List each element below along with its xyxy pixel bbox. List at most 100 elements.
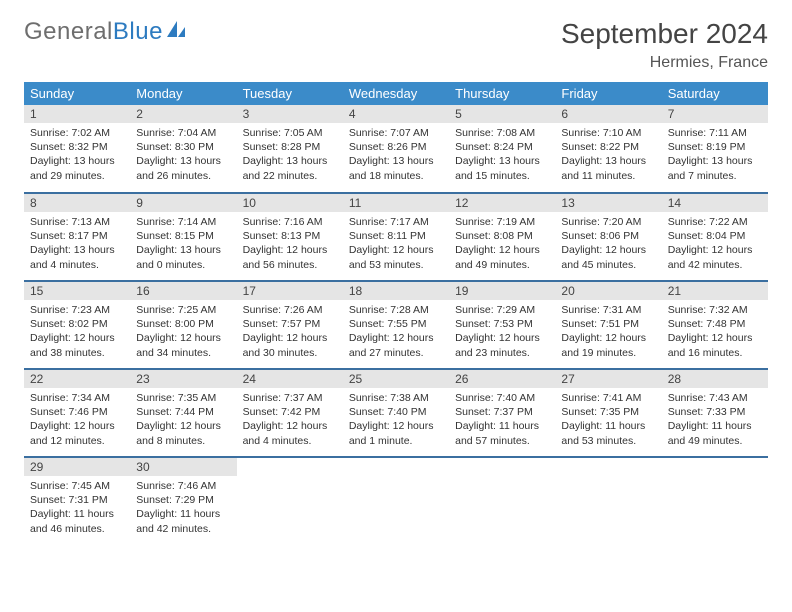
day-number: 22 xyxy=(24,370,130,388)
sunset-line: Sunset: 8:30 PM xyxy=(136,140,230,154)
sunset-line: Sunset: 7:37 PM xyxy=(455,405,549,419)
sunset-line: Sunset: 7:40 PM xyxy=(349,405,443,419)
day-details: Sunrise: 7:10 AMSunset: 8:22 PMDaylight:… xyxy=(555,123,661,187)
calendar-table: SundayMondayTuesdayWednesdayThursdayFrid… xyxy=(24,82,768,545)
daylight-line: Daylight: 12 hours and 27 minutes. xyxy=(349,331,443,359)
sail-icon xyxy=(165,19,187,39)
daylight-line: Daylight: 13 hours and 11 minutes. xyxy=(561,154,655,182)
day-number: 7 xyxy=(662,105,768,123)
sunrise-line: Sunrise: 7:20 AM xyxy=(561,215,655,229)
daylight-line: Daylight: 12 hours and 38 minutes. xyxy=(30,331,124,359)
day-number: 23 xyxy=(130,370,236,388)
sunrise-line: Sunrise: 7:43 AM xyxy=(668,391,762,405)
weekday-header: Tuesday xyxy=(237,82,343,105)
sunrise-line: Sunrise: 7:10 AM xyxy=(561,126,655,140)
daylight-line: Daylight: 12 hours and 34 minutes. xyxy=(136,331,230,359)
sunrise-line: Sunrise: 7:31 AM xyxy=(561,303,655,317)
daylight-line: Daylight: 12 hours and 49 minutes. xyxy=(455,243,549,271)
day-number: 28 xyxy=(662,370,768,388)
calendar-cell: 28Sunrise: 7:43 AMSunset: 7:33 PMDayligh… xyxy=(662,369,768,457)
weekday-header: Sunday xyxy=(24,82,130,105)
daylight-line: Daylight: 12 hours and 4 minutes. xyxy=(243,419,337,447)
calendar-cell: 21Sunrise: 7:32 AMSunset: 7:48 PMDayligh… xyxy=(662,281,768,369)
daylight-line: Daylight: 11 hours and 53 minutes. xyxy=(561,419,655,447)
sunset-line: Sunset: 8:22 PM xyxy=(561,140,655,154)
day-number: 20 xyxy=(555,282,661,300)
daylight-line: Daylight: 11 hours and 57 minutes. xyxy=(455,419,549,447)
day-details: Sunrise: 7:31 AMSunset: 7:51 PMDaylight:… xyxy=(555,300,661,364)
calendar-cell xyxy=(343,457,449,545)
sunrise-line: Sunrise: 7:11 AM xyxy=(668,126,762,140)
sunset-line: Sunset: 8:15 PM xyxy=(136,229,230,243)
sunrise-line: Sunrise: 7:13 AM xyxy=(30,215,124,229)
day-details: Sunrise: 7:07 AMSunset: 8:26 PMDaylight:… xyxy=(343,123,449,187)
calendar-cell: 3Sunrise: 7:05 AMSunset: 8:28 PMDaylight… xyxy=(237,105,343,193)
daylight-line: Daylight: 13 hours and 4 minutes. xyxy=(30,243,124,271)
day-details: Sunrise: 7:46 AMSunset: 7:29 PMDaylight:… xyxy=(130,476,236,540)
day-number: 26 xyxy=(449,370,555,388)
calendar-cell: 1Sunrise: 7:02 AMSunset: 8:32 PMDaylight… xyxy=(24,105,130,193)
calendar-cell: 12Sunrise: 7:19 AMSunset: 8:08 PMDayligh… xyxy=(449,193,555,281)
daylight-line: Daylight: 12 hours and 1 minute. xyxy=(349,419,443,447)
daylight-line: Daylight: 11 hours and 49 minutes. xyxy=(668,419,762,447)
sunset-line: Sunset: 8:08 PM xyxy=(455,229,549,243)
sunset-line: Sunset: 8:06 PM xyxy=(561,229,655,243)
weekday-header: Wednesday xyxy=(343,82,449,105)
sunset-line: Sunset: 8:24 PM xyxy=(455,140,549,154)
daylight-line: Daylight: 12 hours and 45 minutes. xyxy=(561,243,655,271)
day-number: 9 xyxy=(130,194,236,212)
calendar-cell: 15Sunrise: 7:23 AMSunset: 8:02 PMDayligh… xyxy=(24,281,130,369)
day-details: Sunrise: 7:32 AMSunset: 7:48 PMDaylight:… xyxy=(662,300,768,364)
day-details: Sunrise: 7:22 AMSunset: 8:04 PMDaylight:… xyxy=(662,212,768,276)
day-number: 17 xyxy=(237,282,343,300)
calendar-cell: 18Sunrise: 7:28 AMSunset: 7:55 PMDayligh… xyxy=(343,281,449,369)
sunset-line: Sunset: 7:53 PM xyxy=(455,317,549,331)
sunset-line: Sunset: 7:42 PM xyxy=(243,405,337,419)
brand-part2: Blue xyxy=(113,18,163,46)
calendar-cell: 4Sunrise: 7:07 AMSunset: 8:26 PMDaylight… xyxy=(343,105,449,193)
calendar-cell: 13Sunrise: 7:20 AMSunset: 8:06 PMDayligh… xyxy=(555,193,661,281)
sunset-line: Sunset: 7:57 PM xyxy=(243,317,337,331)
sunset-line: Sunset: 7:31 PM xyxy=(30,493,124,507)
sunrise-line: Sunrise: 7:19 AM xyxy=(455,215,549,229)
calendar-cell: 11Sunrise: 7:17 AMSunset: 8:11 PMDayligh… xyxy=(343,193,449,281)
calendar-cell: 29Sunrise: 7:45 AMSunset: 7:31 PMDayligh… xyxy=(24,457,130,545)
sunrise-line: Sunrise: 7:37 AM xyxy=(243,391,337,405)
daylight-line: Daylight: 12 hours and 12 minutes. xyxy=(30,419,124,447)
daylight-line: Daylight: 12 hours and 16 minutes. xyxy=(668,331,762,359)
calendar-cell: 23Sunrise: 7:35 AMSunset: 7:44 PMDayligh… xyxy=(130,369,236,457)
day-details: Sunrise: 7:26 AMSunset: 7:57 PMDaylight:… xyxy=(237,300,343,364)
daylight-line: Daylight: 11 hours and 46 minutes. xyxy=(30,507,124,535)
location-label: Hermies, France xyxy=(561,54,768,72)
calendar-cell: 8Sunrise: 7:13 AMSunset: 8:17 PMDaylight… xyxy=(24,193,130,281)
day-details: Sunrise: 7:34 AMSunset: 7:46 PMDaylight:… xyxy=(24,388,130,452)
brand-logo: GeneralBlue xyxy=(24,18,187,46)
day-details: Sunrise: 7:16 AMSunset: 8:13 PMDaylight:… xyxy=(237,212,343,276)
day-number: 29 xyxy=(24,458,130,476)
sunset-line: Sunset: 7:35 PM xyxy=(561,405,655,419)
day-number: 16 xyxy=(130,282,236,300)
daylight-line: Daylight: 11 hours and 42 minutes. xyxy=(136,507,230,535)
sunset-line: Sunset: 8:26 PM xyxy=(349,140,443,154)
sunset-line: Sunset: 8:04 PM xyxy=(668,229,762,243)
day-details: Sunrise: 7:37 AMSunset: 7:42 PMDaylight:… xyxy=(237,388,343,452)
sunset-line: Sunset: 7:51 PM xyxy=(561,317,655,331)
sunset-line: Sunset: 7:44 PM xyxy=(136,405,230,419)
day-number: 19 xyxy=(449,282,555,300)
weekday-header: Monday xyxy=(130,82,236,105)
calendar-cell: 16Sunrise: 7:25 AMSunset: 8:00 PMDayligh… xyxy=(130,281,236,369)
day-number: 25 xyxy=(343,370,449,388)
brand-part1: General xyxy=(24,18,113,46)
sunset-line: Sunset: 7:48 PM xyxy=(668,317,762,331)
daylight-line: Daylight: 12 hours and 42 minutes. xyxy=(668,243,762,271)
sunrise-line: Sunrise: 7:05 AM xyxy=(243,126,337,140)
day-number: 3 xyxy=(237,105,343,123)
calendar-cell: 25Sunrise: 7:38 AMSunset: 7:40 PMDayligh… xyxy=(343,369,449,457)
day-number: 5 xyxy=(449,105,555,123)
title-block: September 2024 Hermies, France xyxy=(561,18,768,72)
daylight-line: Daylight: 12 hours and 56 minutes. xyxy=(243,243,337,271)
sunset-line: Sunset: 8:02 PM xyxy=(30,317,124,331)
day-number: 11 xyxy=(343,194,449,212)
day-number: 6 xyxy=(555,105,661,123)
day-details: Sunrise: 7:25 AMSunset: 8:00 PMDaylight:… xyxy=(130,300,236,364)
